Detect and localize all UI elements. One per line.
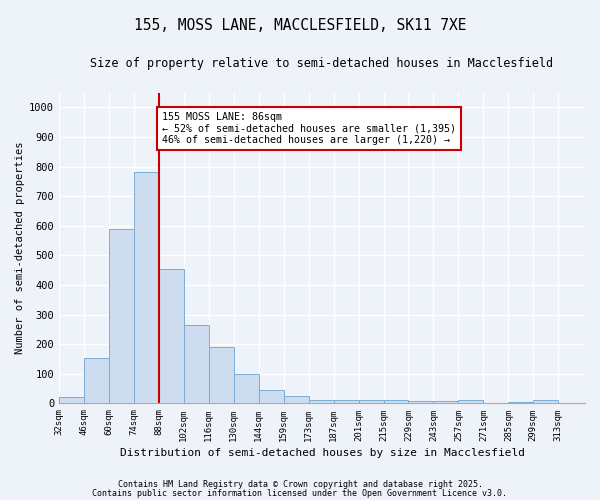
Bar [359, 400, 383, 404]
X-axis label: Distribution of semi-detached houses by size in Macclesfield: Distribution of semi-detached houses by … [119, 448, 524, 458]
Bar [159, 268, 184, 404]
Y-axis label: Number of semi-detached properties: Number of semi-detached properties [15, 142, 25, 354]
Bar [508, 402, 533, 404]
Bar [484, 403, 508, 404]
Bar [284, 396, 308, 404]
Title: Size of property relative to semi-detached houses in Macclesfield: Size of property relative to semi-detach… [91, 58, 554, 70]
Bar [209, 347, 234, 404]
Bar [84, 358, 109, 404]
Bar [458, 400, 484, 404]
Text: Contains HM Land Registry data © Crown copyright and database right 2025.: Contains HM Land Registry data © Crown c… [118, 480, 482, 489]
Text: 155, MOSS LANE, MACCLESFIELD, SK11 7XE: 155, MOSS LANE, MACCLESFIELD, SK11 7XE [134, 18, 466, 32]
Bar [308, 400, 334, 404]
Bar [59, 397, 84, 404]
Text: Contains public sector information licensed under the Open Government Licence v3: Contains public sector information licen… [92, 488, 508, 498]
Bar [134, 172, 159, 404]
Bar [433, 401, 458, 404]
Bar [109, 228, 134, 404]
Bar [259, 390, 284, 404]
Bar [334, 400, 359, 404]
Bar [383, 400, 409, 404]
Bar [533, 400, 558, 404]
Text: 155 MOSS LANE: 86sqm
← 52% of semi-detached houses are smaller (1,395)
46% of se: 155 MOSS LANE: 86sqm ← 52% of semi-detac… [163, 112, 457, 145]
Bar [409, 401, 433, 404]
Bar [184, 325, 209, 404]
Bar [234, 374, 259, 404]
